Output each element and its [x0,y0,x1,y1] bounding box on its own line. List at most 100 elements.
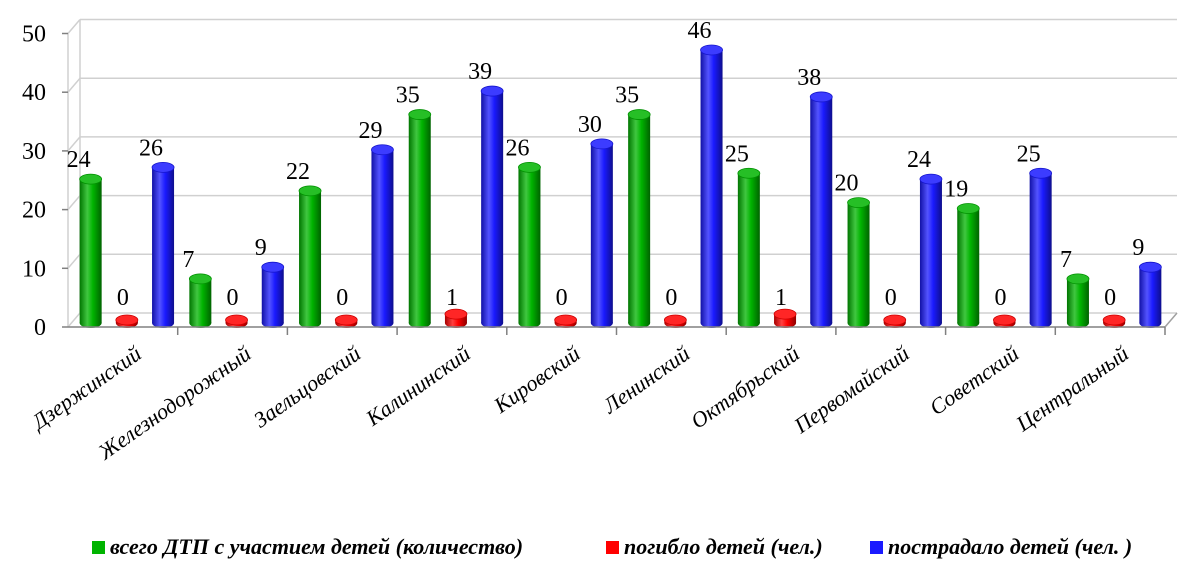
bar [628,114,651,323]
gridline-depth [67,19,81,34]
legend-swatch [870,541,883,554]
bar [299,190,322,323]
data-label: 9 [255,235,267,261]
x-tick-label: Центральный [1011,341,1133,437]
data-label: 0 [227,285,239,311]
bar-top [1102,314,1126,326]
data-label: 46 [688,18,712,44]
bar [371,149,394,323]
x-tick-label: Кировский [488,341,584,419]
bar-top [151,161,175,173]
data-label: 0 [117,285,129,311]
data-label: 22 [286,159,310,185]
bar [261,267,284,323]
bar [481,91,504,323]
bar-top [590,138,614,150]
bar-base [371,318,394,328]
bar [810,96,833,323]
bar-top [261,261,285,273]
bar-top [847,197,870,209]
bar-base [518,318,541,328]
bar-top [115,314,139,326]
bar-top [225,314,248,326]
y-tick-label: 40 [22,80,46,106]
bar [1139,267,1162,323]
bar [189,278,212,323]
bar-base [919,318,942,328]
data-label: 19 [944,176,968,202]
gridline-depth [67,312,81,328]
bar-top [773,308,797,320]
bar-top [883,314,907,326]
y-tick-label: 50 [22,22,46,48]
bar-top [480,85,504,97]
floor-depth [1164,312,1178,328]
y-tick-label: 0 [34,315,46,341]
data-label: 26 [139,135,163,161]
bar-top [1066,273,1090,285]
data-labels-layer: 2402670922029351392603035046251382002419… [67,18,1145,311]
data-label: 35 [615,83,639,109]
bar-top [993,314,1016,326]
bar [590,143,613,323]
bar-top [737,167,761,179]
data-label: 29 [358,118,382,144]
data-label: 9 [1132,235,1144,261]
data-label: 1 [775,285,787,311]
bar-top [627,109,651,120]
x-tick-label: Калининский [360,341,474,432]
bar-base [590,318,613,328]
bar-base [957,318,980,328]
bar-base [152,318,175,328]
bar-top [371,144,394,156]
legend-label: погибло детей (чел.) [624,534,823,559]
legend-swatch [92,541,105,554]
bar-top [334,314,358,326]
bar-base [737,318,760,328]
bar-base [628,318,651,328]
data-label: 0 [885,285,897,311]
data-label: 30 [578,112,602,138]
data-label: 24 [907,147,931,173]
x-tick-label: Октябрьский [686,341,804,434]
bar [152,167,175,323]
bars-layer [79,44,1162,328]
bar-base [700,318,723,328]
bar [737,173,760,323]
bar [79,179,102,323]
bar-top [554,314,578,326]
bar [700,49,723,323]
bar-top [188,273,212,285]
data-label: 26 [505,135,529,161]
data-label: 25 [1017,141,1041,167]
data-label: 24 [67,147,91,173]
y-tick-label: 10 [22,256,46,282]
data-label: 38 [797,65,821,91]
data-label: 1 [446,285,458,311]
bar-top [79,173,103,185]
bar-top [700,44,723,56]
y-tick-label: 20 [22,198,46,224]
bar-base [1029,318,1052,328]
x-tick-label: Первомайский [789,341,914,439]
bar-base [774,318,797,328]
data-label: 0 [556,285,568,311]
data-label: 0 [336,285,348,311]
legend-swatch [606,541,619,554]
data-label: 25 [725,141,749,167]
bar-top [663,314,687,326]
bar-base [189,318,212,328]
grid-layer [67,18,1178,328]
bar-base [481,318,504,328]
bar-base [444,318,467,328]
data-label: 39 [468,59,492,85]
x-tick-label: Советский [925,341,1024,420]
data-label: 7 [1060,247,1072,273]
bar-top [518,161,541,173]
legend-label: пострадало детей (чел. ) [888,534,1132,559]
bar-base [79,318,102,328]
legend-label: всего ДТП с участием детей (количество) [110,534,523,559]
bar-top [444,308,468,320]
gridline-depth [67,77,81,93]
